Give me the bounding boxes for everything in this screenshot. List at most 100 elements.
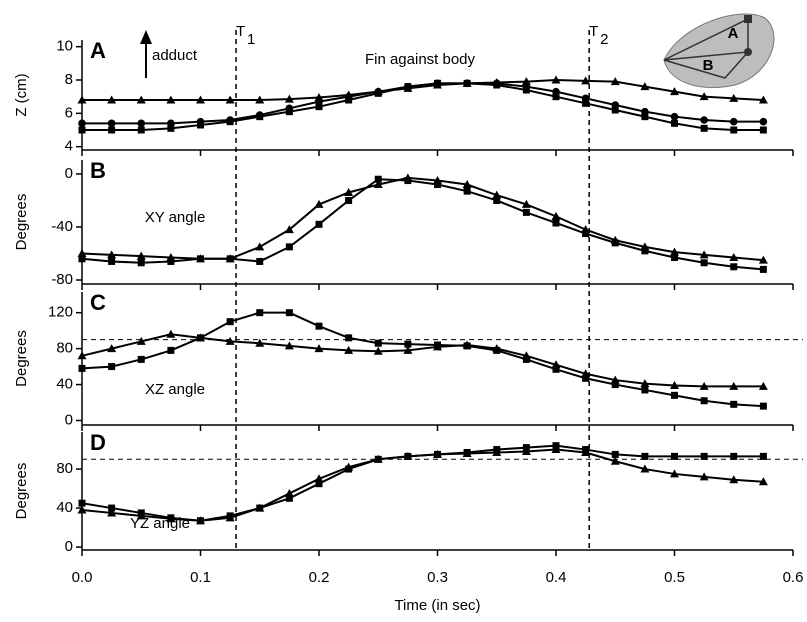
triangle-marker bbox=[521, 447, 531, 456]
square-marker bbox=[256, 309, 264, 317]
x-tick-label: 0.4 bbox=[546, 569, 567, 586]
triangle-marker bbox=[492, 78, 502, 86]
y-tick-label: 0 bbox=[65, 411, 73, 428]
square-marker bbox=[552, 93, 560, 101]
circle-marker bbox=[255, 111, 264, 119]
triangle-marker bbox=[77, 248, 87, 257]
triangle-marker bbox=[699, 250, 709, 259]
triangle-marker bbox=[581, 76, 591, 85]
circle-marker bbox=[167, 119, 175, 128]
event-label-sub: 2 bbox=[600, 31, 608, 48]
square-marker bbox=[641, 386, 649, 394]
triangle-marker bbox=[344, 345, 354, 354]
triangle-marker bbox=[729, 475, 739, 484]
y-tick-label: 0 bbox=[65, 538, 73, 555]
triangle-marker bbox=[699, 92, 709, 101]
square-marker bbox=[730, 452, 738, 460]
square-marker bbox=[108, 363, 116, 371]
triangle-marker bbox=[729, 252, 739, 261]
y-tick-label: 4 bbox=[65, 138, 73, 155]
square-marker bbox=[108, 126, 116, 134]
square-marker bbox=[700, 452, 708, 460]
triangle-marker bbox=[107, 95, 117, 104]
inset-point bbox=[744, 48, 752, 56]
square-marker bbox=[167, 346, 175, 354]
triangle-marker bbox=[344, 187, 354, 196]
triangle-marker bbox=[225, 95, 235, 104]
triangle-marker bbox=[581, 447, 591, 456]
triangle-marker bbox=[107, 250, 117, 259]
triangle-marker bbox=[136, 95, 146, 104]
inset-point bbox=[744, 15, 752, 23]
panel-label: A bbox=[90, 38, 106, 63]
square-marker bbox=[108, 504, 116, 512]
annotation: XY angle bbox=[145, 209, 206, 226]
y-tick-label: -40 bbox=[51, 218, 73, 235]
triangle-marker bbox=[136, 511, 146, 520]
triangle-marker bbox=[107, 344, 117, 353]
square-marker bbox=[700, 124, 708, 132]
triangle-marker bbox=[699, 472, 709, 481]
x-tick-label: 0.1 bbox=[190, 569, 211, 586]
triangle-marker bbox=[433, 449, 442, 458]
square-marker bbox=[137, 126, 145, 134]
series-line bbox=[82, 82, 764, 125]
circle-marker bbox=[285, 104, 294, 113]
triangle-marker bbox=[284, 94, 294, 103]
y-tick-label: 6 bbox=[65, 104, 73, 121]
triangle-marker bbox=[521, 77, 531, 86]
square-marker bbox=[137, 259, 145, 267]
circle-marker bbox=[729, 117, 738, 126]
triangle-marker bbox=[196, 95, 205, 104]
triangle-marker bbox=[403, 83, 413, 92]
triangle-marker bbox=[344, 462, 354, 471]
series-line bbox=[81, 176, 764, 262]
square-marker bbox=[493, 196, 501, 204]
triangle-marker bbox=[640, 464, 650, 473]
panel-label: D bbox=[90, 430, 106, 455]
inset-diagram bbox=[663, 13, 775, 88]
y-tick-label: 0 bbox=[65, 165, 73, 182]
square-marker bbox=[759, 402, 767, 410]
inset-line bbox=[663, 17, 749, 61]
panel-label: C bbox=[90, 290, 106, 315]
triangle-marker bbox=[433, 342, 442, 351]
triangle-marker bbox=[373, 346, 383, 355]
triangle-marker bbox=[136, 336, 146, 345]
triangle-marker bbox=[581, 369, 591, 378]
triangle-marker bbox=[729, 381, 739, 390]
triangle-marker bbox=[758, 477, 768, 486]
triangle-marker bbox=[166, 329, 176, 338]
square-marker bbox=[167, 257, 175, 265]
triangle-marker bbox=[670, 380, 679, 389]
y-tick-label: 40 bbox=[56, 376, 73, 393]
square-marker bbox=[78, 364, 86, 372]
square-marker bbox=[285, 243, 293, 251]
square-marker bbox=[315, 220, 323, 228]
x-tick-label: 0.6 bbox=[783, 569, 804, 586]
triangle-marker bbox=[255, 95, 265, 104]
triangle-marker bbox=[403, 173, 413, 182]
circle-marker bbox=[107, 119, 116, 128]
x-tick-label: 0.3 bbox=[427, 569, 448, 586]
square-marker bbox=[315, 480, 323, 488]
square-marker bbox=[345, 334, 353, 342]
square-marker bbox=[671, 119, 678, 127]
annotation: adduct bbox=[152, 47, 198, 64]
square-marker bbox=[256, 257, 264, 265]
triangle-marker bbox=[196, 516, 205, 525]
y-tick-label: 80 bbox=[56, 340, 73, 357]
square-marker bbox=[582, 374, 590, 382]
circle-marker bbox=[196, 117, 205, 126]
triangle-marker bbox=[403, 451, 413, 460]
triangle-marker bbox=[758, 95, 768, 104]
square-marker bbox=[552, 219, 560, 227]
triangle-marker bbox=[225, 513, 235, 522]
square-marker bbox=[374, 339, 382, 347]
triangle-marker bbox=[284, 488, 294, 497]
event-label: T bbox=[236, 23, 245, 40]
square-marker bbox=[78, 499, 86, 507]
triangle-marker bbox=[403, 345, 413, 354]
circle-marker bbox=[700, 116, 708, 124]
triangle-marker bbox=[699, 381, 709, 390]
